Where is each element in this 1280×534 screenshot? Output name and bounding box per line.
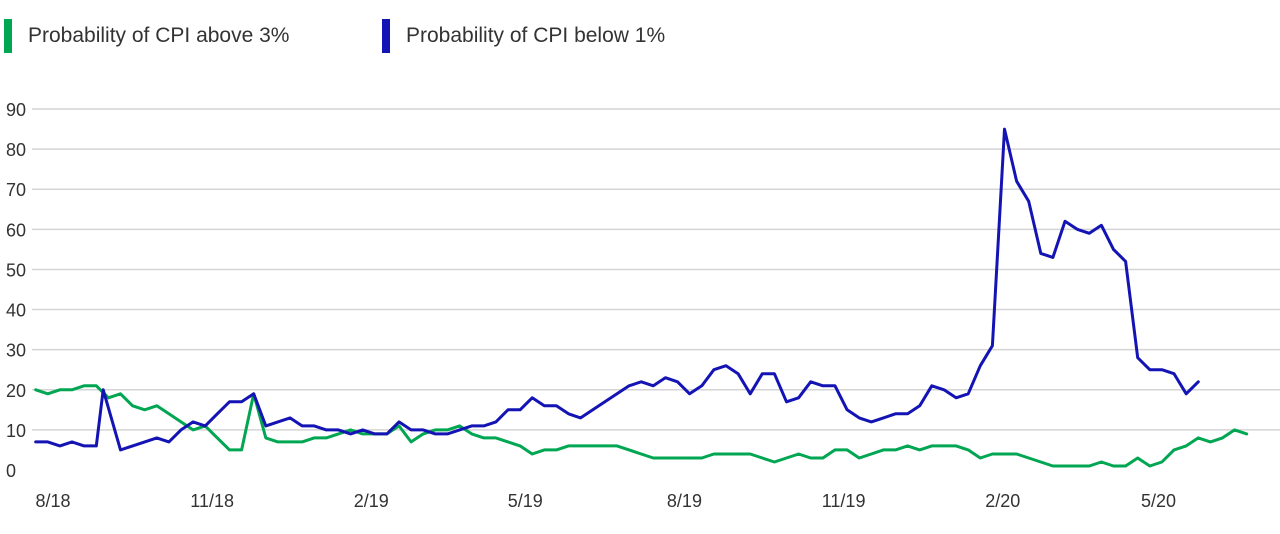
x-axis-tick-labels: 8/18 11/18 2/19 5/19 8/19 11/19 2/20 5/20 bbox=[35, 491, 1176, 511]
y-tick-label-40: 40 bbox=[6, 301, 26, 321]
legend-label-below-1: Probability of CPI below 1% bbox=[406, 24, 666, 47]
legend-swatch-blue bbox=[382, 19, 390, 53]
x-tick-label: 8/19 bbox=[667, 491, 702, 511]
x-tick-label: 5/19 bbox=[508, 491, 543, 511]
y-tick-label-90: 90 bbox=[6, 100, 26, 120]
y-tick-label-30: 30 bbox=[6, 341, 26, 361]
x-tick-label: 2/20 bbox=[985, 491, 1020, 511]
x-tick-label: 11/19 bbox=[822, 491, 866, 511]
series-line-above-3 bbox=[34, 384, 1249, 468]
legend-swatch-green bbox=[4, 19, 12, 53]
legend-item-above-3: Probability of CPI above 3% bbox=[4, 18, 289, 54]
y-tick-label-0: 0 bbox=[6, 461, 16, 481]
y-tick-label-20: 20 bbox=[6, 381, 26, 401]
y-tick-label-80: 80 bbox=[6, 140, 26, 160]
x-tick-label: 11/18 bbox=[190, 491, 234, 511]
series-line-below-1 bbox=[34, 127, 1200, 452]
legend-label-above-3: Probability of CPI above 3% bbox=[28, 24, 290, 47]
legend-item-below-1: Probability of CPI below 1% bbox=[382, 18, 665, 54]
y-tick-label-10: 10 bbox=[6, 421, 26, 441]
series-lines bbox=[34, 127, 1249, 468]
x-tick-label: 2/19 bbox=[354, 491, 389, 511]
x-tick-label: 5/20 bbox=[1141, 491, 1176, 511]
y-tick-label-60: 60 bbox=[6, 220, 26, 240]
gridlines bbox=[32, 108, 1280, 431]
x-tick-label: 8/18 bbox=[35, 491, 70, 511]
y-tick-label-70: 70 bbox=[6, 180, 26, 200]
y-axis-tick-labels: 0 10 20 30 40 50 60 70 80 90 bbox=[6, 100, 26, 481]
y-tick-label-50: 50 bbox=[6, 260, 26, 280]
